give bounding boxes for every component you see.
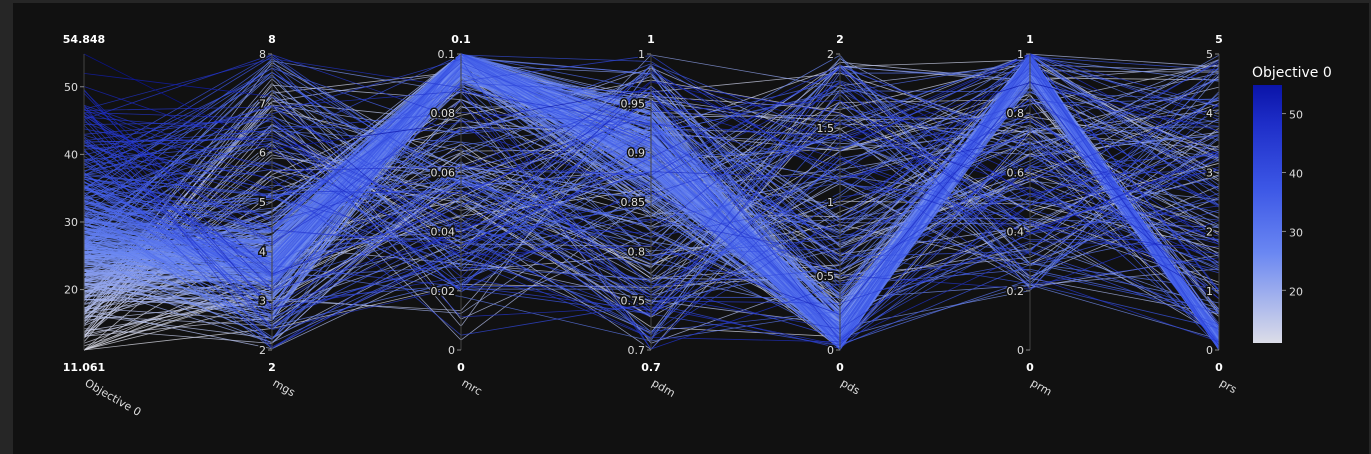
axis-max-label: 0.1 — [451, 33, 471, 46]
colorbar-tick-label: 20 — [1289, 285, 1303, 298]
axis-prm[interactable]: 1 0 1 0.8 0.6 0.4 0.2 0 prm — [1005, 33, 1055, 399]
axis-max-label: 8 — [268, 33, 276, 46]
axis-tick-label: 1 — [1206, 285, 1213, 298]
axis-tick-label: 0.6 — [1007, 166, 1025, 179]
axis-min-label: 0 — [836, 361, 844, 374]
axis-tick-label: 0.85 — [621, 196, 646, 209]
axis-tick-label: 0.2 — [1007, 285, 1025, 298]
axis-tick-label: 30 — [64, 216, 78, 229]
colorbar-tick-label: 30 — [1289, 226, 1303, 239]
axis-tick-label: 3 — [1206, 166, 1213, 179]
axis-tick-label: 7 — [259, 97, 266, 110]
axis-tick-label: 0 — [1017, 344, 1024, 357]
axis-tick-label: 0.95 — [621, 97, 646, 110]
axis-min-label: 2 — [268, 361, 276, 374]
axis-title: pdm — [650, 376, 678, 400]
axis-pdm[interactable]: 1 0.7 1 0.95 0.9 0.85 0.8 0.75 0.7 pdm — [619, 33, 678, 400]
axis-tick-label: 0.06 — [431, 166, 456, 179]
axis-tick-label: 0.8 — [1007, 107, 1025, 120]
axis-title: mrc — [460, 376, 485, 398]
axis-min-label: 0 — [1026, 361, 1034, 374]
colorbar-tick-label: 50 — [1289, 109, 1303, 122]
axis-min-label: 0 — [1215, 361, 1223, 374]
axis-max-label: 54.848 — [63, 33, 105, 46]
axis-tick-label: 0.02 — [431, 285, 456, 298]
axis-tick-label: 0.04 — [431, 226, 456, 239]
axis-tick-label: 4 — [259, 245, 266, 258]
axis-title: pds — [839, 376, 863, 397]
axis-title: prm — [1029, 376, 1055, 398]
axis-tick-label: 1.5 — [817, 122, 835, 135]
axis-tick-label: 8 — [259, 48, 266, 61]
axis-tick-label: 2 — [827, 48, 834, 61]
colorbar-gradient — [1253, 85, 1282, 343]
axis-max-label: 1 — [647, 33, 655, 46]
axis-tick-label: 2 — [259, 344, 266, 357]
axis-tick-label: 0 — [448, 344, 455, 357]
axis-max-label: 1 — [1026, 33, 1034, 46]
axis-tick-label: 1 — [638, 48, 645, 61]
axis-tick-label: 0.7 — [628, 344, 646, 357]
axis-tick-label: 3 — [259, 295, 266, 308]
axis-tick-label: 0.75 — [621, 295, 646, 308]
axis-tick-label: 0 — [827, 344, 834, 357]
axis-title: mgs — [271, 376, 298, 399]
colorbar-title: Objective 0 — [1252, 65, 1332, 81]
axis-tick-label: 0.5 — [817, 270, 835, 283]
axis-tick-label: 6 — [259, 147, 266, 160]
axis-tick-label: 50 — [64, 81, 78, 94]
axis-min-label: 11.061 — [63, 361, 105, 374]
axis-tick-label: 0.8 — [628, 245, 646, 258]
axis-tick-label: 1 — [1017, 48, 1024, 61]
axis-tick-label: 0.1 — [438, 48, 456, 61]
axis-tick-label: 4 — [1206, 107, 1213, 120]
axis-tick-label: 5 — [259, 196, 266, 209]
axis-mgs[interactable]: 8 2 8 7 6 5 4 3 2 mgs — [258, 33, 298, 399]
axis-tick-label: 0.9 — [628, 147, 646, 160]
axis-tick-label: 20 — [64, 284, 78, 297]
axis-min-label: 0 — [457, 361, 465, 374]
axis-max-label: 2 — [836, 33, 844, 46]
axis-tick-label: 2 — [1206, 226, 1213, 239]
axis-tick-label: 1 — [827, 196, 834, 209]
axis-title: prs — [1218, 376, 1240, 396]
axis-min-label: 0.7 — [641, 361, 661, 374]
axis-title: Objective 0 — [83, 376, 144, 419]
axis-max-label: 5 — [1215, 33, 1223, 46]
axis-tick-label: 5 — [1206, 48, 1213, 61]
axis-tick-label: 0.4 — [1007, 226, 1025, 239]
colorbar: Objective 0 50 40 30 20 — [1252, 65, 1332, 343]
axis-tick-label: 40 — [64, 148, 78, 161]
colorbar-tick-label: 40 — [1289, 167, 1303, 180]
axis-tick-label: 0 — [1206, 344, 1213, 357]
axis-tick-label: 0.08 — [431, 107, 456, 120]
